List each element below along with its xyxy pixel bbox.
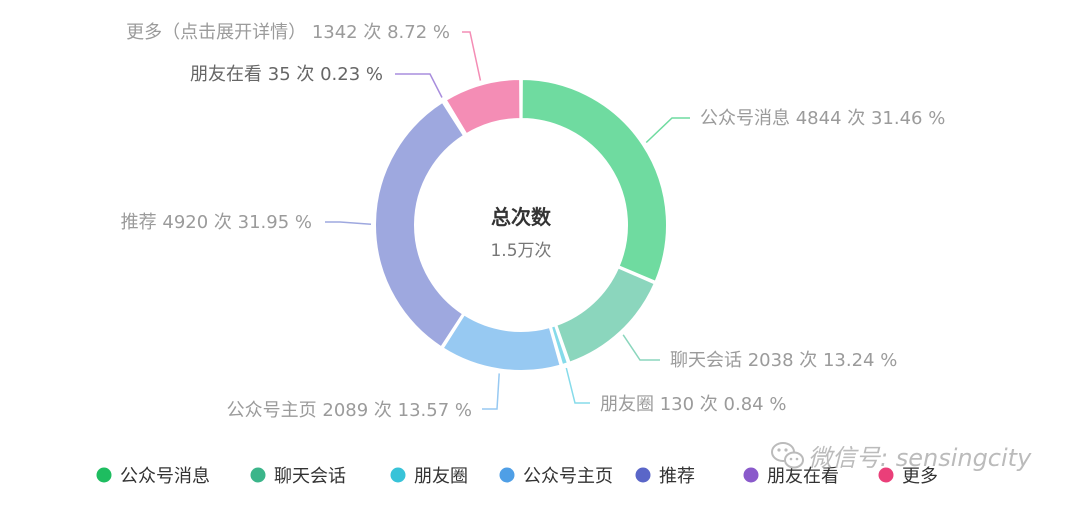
- legend-marker: [390, 467, 406, 483]
- legend-marker: [96, 467, 112, 483]
- slice-label-朋友在看: 朋友在看 35 次 0.23 %: [190, 64, 383, 85]
- legend-item-聊天会话[interactable]: 聊天会话: [250, 466, 347, 487]
- legend-label: 聊天会话: [274, 466, 346, 487]
- legend-item-朋友圈[interactable]: 朋友圈: [390, 466, 469, 487]
- slice-label-公众号主页: 公众号主页 2089 次 13.57 %: [227, 400, 472, 421]
- leader-line-朋友圈: [565, 367, 590, 404]
- slices-group: [374, 77, 668, 372]
- leader-line-推荐: [325, 221, 372, 225]
- slice-label-聊天会话: 聊天会话 2038 次 13.24 %: [670, 350, 897, 371]
- slice-label-朋友圈: 朋友圈 130 次 0.84 %: [600, 394, 786, 415]
- slice-labels-group: 公众号消息 4844 次 31.46 % 聊天会话 2038 次 13.24 % 朋…: [121, 22, 946, 421]
- slice-label-公众号消息: 公众号消息 4844 次 31.46 %: [700, 108, 945, 129]
- legend-marker: [878, 467, 894, 483]
- legend: 公众号消息 聊天会话 朋友圈 公众号主页 推荐 朋友在看 更多: [96, 466, 939, 487]
- donut-slice-推荐[interactable]: [374, 100, 466, 349]
- leader-line-聊天会话: [622, 334, 660, 361]
- leader-line-更多: [462, 31, 482, 81]
- leader-lines-group: [325, 31, 690, 410]
- legend-item-公众号主页[interactable]: 公众号主页: [499, 466, 614, 487]
- center-value: 1.5万次: [490, 241, 551, 261]
- leader-line-公众号消息: [645, 117, 690, 144]
- slice-label-更多: 更多（点击展开详情） 1342 次 8.72 %: [126, 22, 450, 43]
- legend-item-更多[interactable]: 更多: [878, 466, 939, 487]
- donut-slice-公众号消息[interactable]: [520, 77, 668, 284]
- legend-label: 更多: [902, 466, 938, 487]
- watermark-text: 微信号: sensingcity: [808, 444, 1032, 472]
- donut-slice-更多[interactable]: [444, 77, 522, 136]
- legend-marker: [499, 467, 515, 483]
- slice-label-推荐: 推荐 4920 次 31.95 %: [121, 212, 312, 233]
- legend-item-公众号消息[interactable]: 公众号消息: [96, 466, 211, 487]
- legend-marker: [743, 467, 759, 483]
- legend-label: 朋友在看: [767, 466, 839, 487]
- legend-marker: [635, 467, 651, 483]
- donut-slice-朋友圈[interactable]: [549, 324, 570, 367]
- legend-item-推荐[interactable]: 推荐: [635, 466, 696, 487]
- wechat-icon: [771, 442, 804, 469]
- donut-slice-公众号主页[interactable]: [441, 313, 562, 372]
- legend-label: 推荐: [659, 466, 695, 487]
- donut-slice-聊天会话[interactable]: [555, 266, 657, 364]
- legend-label: 公众号主页: [523, 466, 613, 487]
- legend-item-朋友在看[interactable]: 朋友在看: [743, 466, 840, 487]
- legend-label: 公众号消息: [120, 466, 210, 487]
- center-title: 总次数: [491, 205, 552, 229]
- legend-label: 朋友圈: [414, 466, 468, 487]
- donut-slice-朋友在看[interactable]: [442, 99, 467, 137]
- legend-marker: [250, 467, 266, 483]
- watermark: 微信号: sensingcity: [771, 442, 1032, 472]
- leader-line-公众号主页: [482, 373, 500, 410]
- leader-line-朋友在看: [395, 73, 443, 98]
